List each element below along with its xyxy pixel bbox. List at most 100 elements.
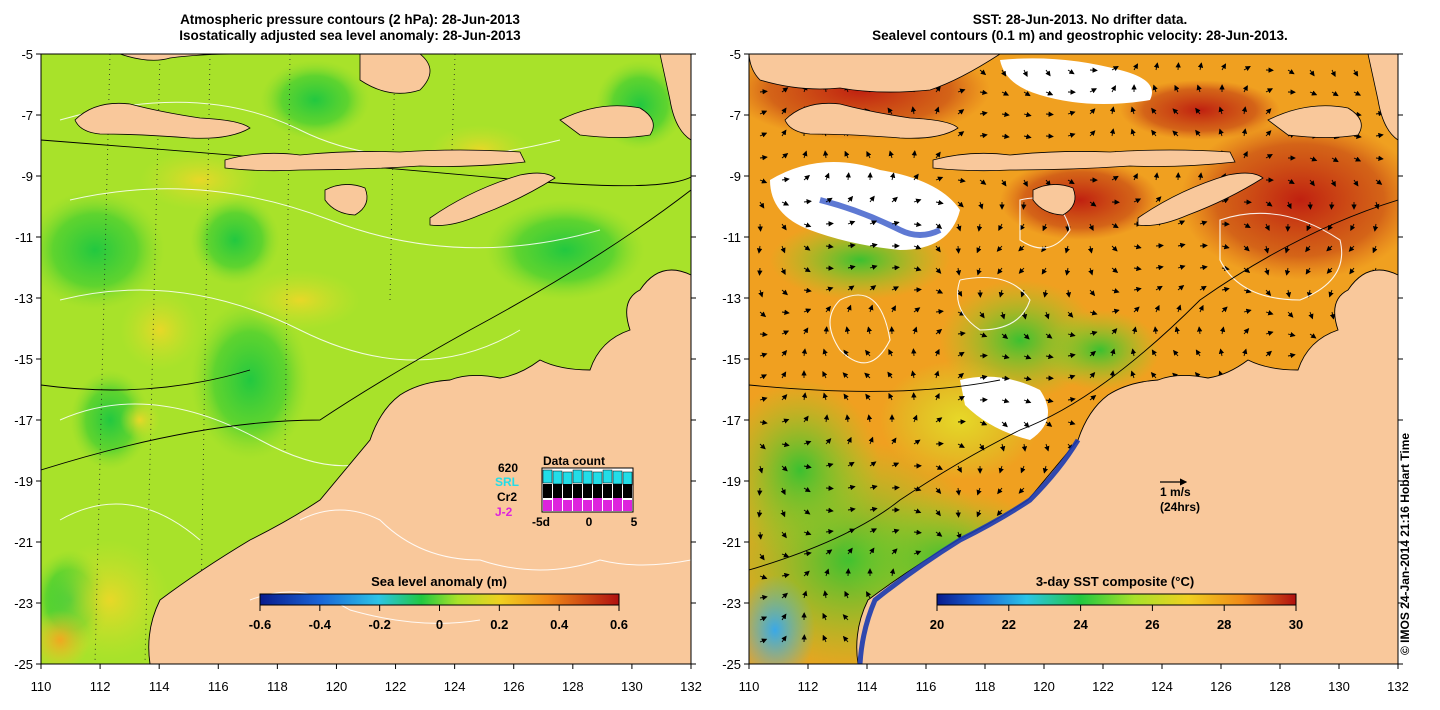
- velocity-arrow: [803, 222, 812, 228]
- velocity-arrow: [1177, 264, 1186, 270]
- velocity-arrow: [1067, 374, 1076, 380]
- velocity-arrow: [1265, 108, 1272, 115]
- count-bar-srl: [612, 470, 623, 485]
- y-tick-label: -21: [722, 535, 741, 550]
- velocity-arrow: [1243, 66, 1251, 72]
- velocity-arrow: [935, 223, 943, 229]
- colorbar-tick-label: 20: [930, 617, 944, 632]
- count-bar-srl: [592, 471, 603, 486]
- velocity-arrow: [1177, 220, 1186, 226]
- velocity-arrow: [1265, 88, 1273, 94]
- velocity-arrow: [869, 506, 878, 513]
- y-tick-label: -15: [722, 352, 741, 367]
- velocity-arrow: [956, 223, 962, 232]
- x-tick-label: 112: [798, 679, 819, 694]
- velocity-arrow: [1067, 69, 1075, 75]
- velocity-arrow: [759, 155, 768, 161]
- velocity-arrow: [781, 418, 790, 424]
- velocity-arrow: [1001, 90, 1009, 96]
- velocity-arrow: [757, 531, 763, 540]
- velocity-arrow: [781, 592, 788, 599]
- velocity-arrow: [847, 506, 856, 513]
- velocity-arrow: [913, 439, 921, 445]
- velocity-arrow: [847, 242, 856, 249]
- velocity-arrow: [1044, 443, 1050, 452]
- velocity-arrow: [759, 396, 768, 402]
- velocity-arrow: [1221, 198, 1230, 204]
- velocity-arrow: [1243, 328, 1250, 335]
- velocity-arrow: [934, 106, 940, 115]
- velocity-arrow: [1353, 179, 1359, 187]
- velocity-arrow: [888, 150, 894, 159]
- velocity-arrow: [979, 110, 988, 117]
- velocity-arrow: [1067, 110, 1076, 116]
- velocity-arrow: [1019, 223, 1025, 231]
- velocity-arrow: [887, 371, 893, 379]
- velocity-arrow: [1130, 370, 1136, 379]
- left-title-line1: Atmospheric pressure contours (2 hPa): 2…: [180, 12, 520, 27]
- velocity-arrow: [1064, 245, 1070, 254]
- velocity-arrow: [1089, 108, 1096, 115]
- velocity-arrow: [1329, 311, 1336, 320]
- velocity-arrow: [1067, 331, 1076, 338]
- velocity-arrow: [847, 547, 853, 555]
- velocity-arrow: [842, 635, 849, 643]
- velocity-arrow: [1042, 465, 1049, 474]
- velocity-arrow: [759, 201, 765, 209]
- velocity-arrow: [955, 509, 961, 518]
- velocity-arrow: [935, 85, 941, 93]
- velocity-arrow: [822, 612, 828, 621]
- velocity-arrow: [1372, 245, 1378, 254]
- sla-colorbar: [259, 593, 620, 606]
- x-tick-label: 122: [1092, 679, 1114, 694]
- velocity-arrow: [781, 350, 788, 357]
- velocity-arrow: [1309, 333, 1317, 339]
- velocity-arrow: [757, 267, 763, 276]
- velocity-arrow: [1089, 350, 1096, 357]
- velocity-arrow: [825, 507, 834, 514]
- y-tick-label: -21: [14, 535, 33, 550]
- velocity-arrow: [1111, 308, 1120, 314]
- velocity-arrow: [891, 265, 900, 271]
- velocity-arrow: [979, 374, 988, 381]
- satellite-srl-label: SRL: [495, 475, 519, 489]
- velocity-arrow: [1243, 288, 1252, 294]
- x-tick-label: 112: [90, 679, 111, 694]
- x-tick-label: 110: [31, 679, 52, 694]
- velocity-arrow: [1045, 397, 1054, 404]
- velocity-arrow: [1151, 107, 1157, 115]
- velocity-arrow: [865, 349, 871, 357]
- velocity-arrow: [847, 195, 854, 203]
- velocity-arrow: [759, 594, 768, 601]
- velocity-arrow: [822, 590, 829, 599]
- velocity-arrow: [842, 614, 849, 621]
- velocity-arrow: [759, 110, 768, 116]
- velocity-arrow: [1045, 69, 1051, 77]
- x-tick-label: 116: [208, 679, 229, 694]
- velocity-arrow: [998, 289, 1004, 298]
- velocity-arrow: [1133, 306, 1140, 313]
- velocity-arrow: [1263, 245, 1270, 254]
- velocity-arrow: [1326, 245, 1333, 252]
- velocity-arrow: [758, 289, 764, 298]
- velocity-arrow: [1089, 395, 1097, 401]
- sla-colorbar-label: Sea level anomaly (m): [371, 574, 507, 589]
- colorbar-tick-label: -0.2: [368, 617, 390, 632]
- velocity-arrow: [935, 328, 943, 335]
- velocity-arrow: [866, 326, 873, 335]
- count-bar-j2: [563, 500, 572, 511]
- count-bar-srl: [572, 469, 583, 484]
- velocity-arrow: [803, 550, 812, 557]
- x-tick-label: 132: [1387, 679, 1409, 694]
- velocity-arrow: [1001, 333, 1009, 339]
- velocity-arrow: [1089, 88, 1097, 94]
- velocity-arrow: [803, 174, 810, 181]
- velocity-arrow: [756, 509, 763, 518]
- x-tick-label: 122: [385, 679, 407, 694]
- velocity-arrow: [1133, 198, 1142, 204]
- velocity-arrow: [934, 348, 940, 357]
- sst-colorbar: [936, 593, 1297, 606]
- velocity-arrow: [1172, 130, 1179, 137]
- velocity-arrow: [759, 132, 768, 138]
- count-bar-j2: [583, 500, 592, 511]
